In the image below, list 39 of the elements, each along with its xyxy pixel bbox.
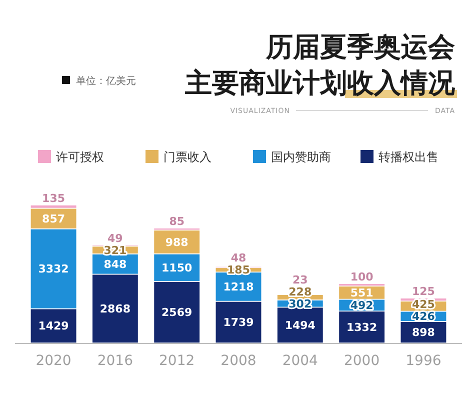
data-label: 100 <box>350 270 374 284</box>
data-label: 425 <box>412 298 435 312</box>
data-label: 492 <box>350 299 374 312</box>
chart-subtitle: 单位：亿美元 <box>76 75 136 87</box>
data-label: 1218 <box>223 280 254 294</box>
legend-label: 门票收入 <box>164 150 212 164</box>
x-tick-label: 2012 <box>159 352 195 369</box>
data-label: 125 <box>412 284 435 298</box>
data-label: 48 <box>230 252 246 265</box>
x-tick-label: 2000 <box>344 352 380 369</box>
x-tick-label: 2020 <box>36 352 72 369</box>
data-label: 1332 <box>346 320 378 334</box>
data-label: 551 <box>350 286 374 300</box>
data-label: 898 <box>412 326 435 340</box>
data-label: 321 <box>104 244 127 257</box>
data-label: 49 <box>108 232 123 245</box>
x-tick-label: 2008 <box>220 352 256 369</box>
data-label: 1150 <box>162 261 192 274</box>
data-label: 3332 <box>38 262 69 276</box>
data-label: 1739 <box>223 316 254 329</box>
data-label: 2569 <box>162 306 192 320</box>
data-label: 988 <box>165 236 188 249</box>
data-label: 2868 <box>100 302 130 316</box>
legend-label: 国内赞助商 <box>271 150 331 164</box>
x-tick-label: 2016 <box>97 352 134 369</box>
data-label: 426 <box>412 310 436 324</box>
data-label: 228 <box>288 285 312 298</box>
chart-title: 历届夏季奥运会主要商业计划收入情况 <box>184 32 456 99</box>
data-label: 23 <box>292 273 308 286</box>
legend-label: 许可授权 <box>56 150 104 164</box>
data-label: 848 <box>104 258 127 271</box>
data-label: 857 <box>42 212 66 226</box>
data-label: 135 <box>42 192 66 205</box>
x-tick-label: 1996 <box>406 352 442 369</box>
x-tick-label: 2004 <box>282 352 318 369</box>
data-label: 1429 <box>38 320 69 333</box>
data-label: 1494 <box>284 318 316 332</box>
data-label: 85 <box>169 214 184 228</box>
legend-label: 转播权出售 <box>378 150 438 164</box>
